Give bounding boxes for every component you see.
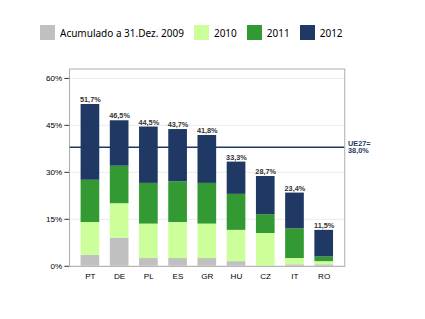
svg-text:51,7%: 51,7%	[80, 95, 101, 104]
svg-text:33,3%: 33,3%	[226, 153, 247, 162]
svg-text:IT: IT	[291, 272, 298, 281]
svg-text:GR: GR	[201, 272, 213, 281]
svg-text:RO: RO	[318, 272, 330, 281]
html-text:2011: 2011	[266, 25, 290, 40]
svg-text:28,7%: 28,7%	[255, 167, 276, 176]
html-text:2012: 2012	[319, 25, 343, 40]
svg-text:44,5%: 44,5%	[138, 118, 159, 127]
svg-text:PT: PT	[85, 272, 95, 281]
svg-text:CZ: CZ	[260, 272, 271, 281]
svg-text:ES: ES	[173, 272, 184, 281]
svg-text:0%: 0%	[51, 262, 63, 271]
svg-text:43,7%: 43,7%	[168, 120, 189, 129]
html-text:Acumulado a 31.Dez. 2009: Acumulado a 31.Dez. 2009	[60, 25, 184, 40]
svg-text:PL: PL	[144, 272, 154, 281]
svg-text:30%: 30%	[46, 168, 62, 177]
svg-text:60%: 60%	[46, 74, 62, 83]
svg-text:45%: 45%	[46, 121, 62, 130]
html-text:2010: 2010	[213, 25, 237, 40]
svg-text:UE27=38,0%: UE27=38,0%	[348, 139, 371, 155]
svg-text:46,5%: 46,5%	[109, 111, 130, 120]
svg-text:HU: HU	[231, 272, 243, 281]
svg-text:15%: 15%	[46, 215, 62, 224]
svg-text:23,4%: 23,4%	[285, 184, 306, 193]
svg-text:41,8%: 41,8%	[197, 126, 218, 135]
svg-text:DE: DE	[114, 272, 126, 281]
svg-text:11,5%: 11,5%	[314, 221, 335, 230]
